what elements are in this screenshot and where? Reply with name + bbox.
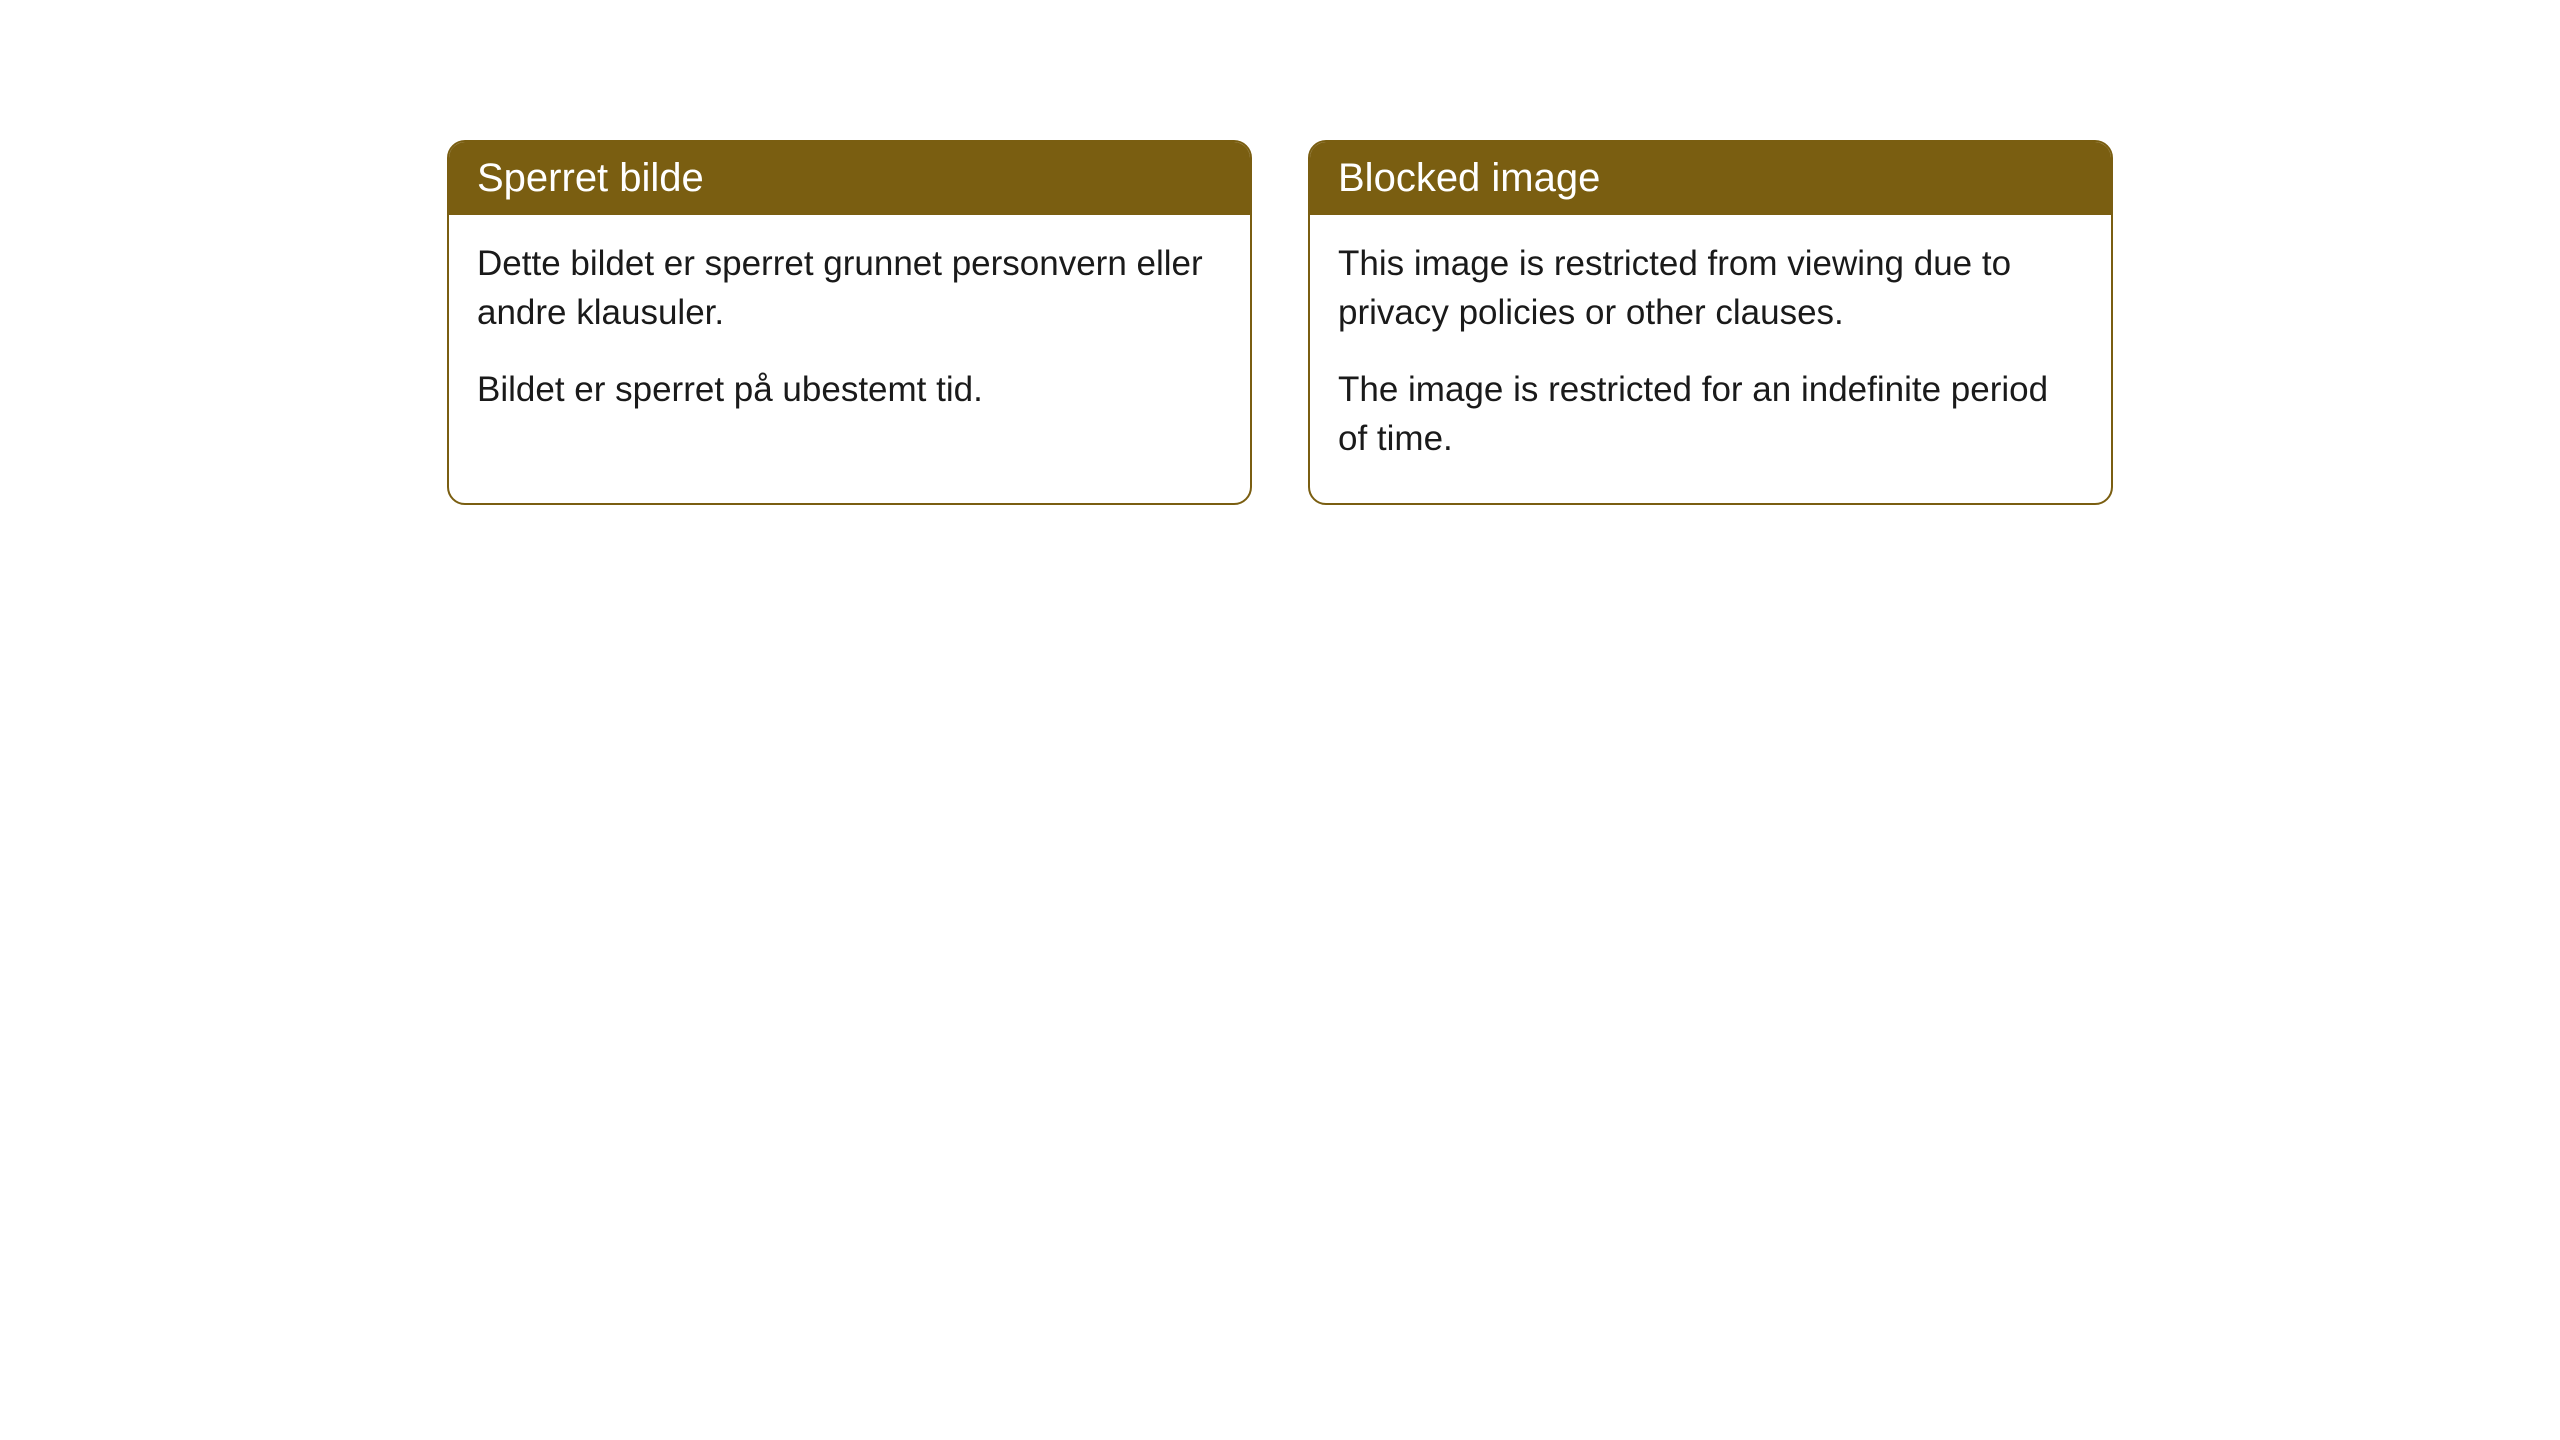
card-paragraph-1-english: This image is restricted from viewing du… xyxy=(1338,239,2083,337)
card-paragraph-1-norwegian: Dette bildet er sperret grunnet personve… xyxy=(477,239,1222,337)
card-paragraph-2-english: The image is restricted for an indefinit… xyxy=(1338,365,2083,463)
blocked-image-card-norwegian: Sperret bilde Dette bildet er sperret gr… xyxy=(447,140,1252,505)
notice-cards-container: Sperret bilde Dette bildet er sperret gr… xyxy=(430,140,2130,505)
card-body-norwegian: Dette bildet er sperret grunnet personve… xyxy=(449,215,1250,454)
card-header-english: Blocked image xyxy=(1310,142,2111,215)
card-body-english: This image is restricted from viewing du… xyxy=(1310,215,2111,503)
card-paragraph-2-norwegian: Bildet er sperret på ubestemt tid. xyxy=(477,365,1222,414)
blocked-image-card-english: Blocked image This image is restricted f… xyxy=(1308,140,2113,505)
card-header-norwegian: Sperret bilde xyxy=(449,142,1250,215)
